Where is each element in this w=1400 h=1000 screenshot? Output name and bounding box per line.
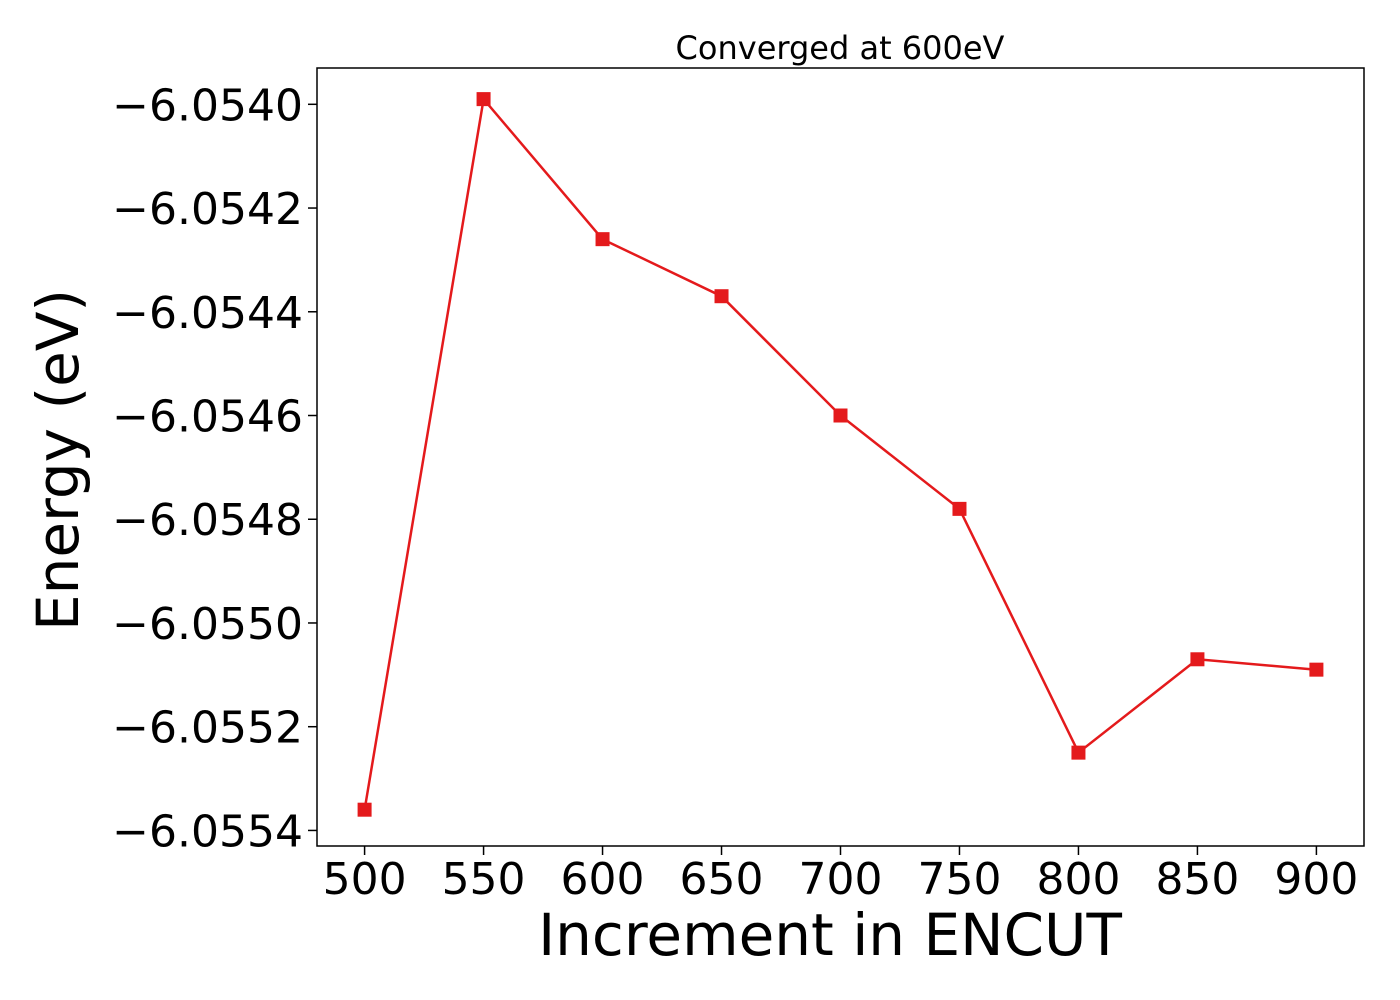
data-point-marker [1190, 652, 1205, 667]
x-tick-label: 750 [917, 854, 1001, 905]
y-tick-label: −6.0542 [112, 184, 303, 235]
x-tick-label: 600 [561, 854, 645, 905]
y-tick-label: −6.0550 [112, 599, 303, 650]
data-point-marker [1071, 745, 1086, 760]
y-tick-label: −6.0548 [112, 495, 303, 546]
data-point-marker [476, 92, 491, 107]
x-tick-label: 650 [680, 854, 764, 905]
chart-title: Converged at 600eV [676, 29, 1005, 67]
y-tick-label: −6.0554 [112, 806, 303, 857]
x-tick-label: 700 [799, 854, 883, 905]
data-point-marker [357, 802, 372, 817]
y-tick-label: −6.0552 [112, 703, 303, 754]
data-point-marker [952, 501, 967, 516]
y-axis: −6.0540 −6.0542 −6.0544 −6.0546 −6.0548 −6.05… [112, 80, 317, 857]
x-tick-label: 800 [1036, 854, 1120, 905]
y-tick-label: −6.0540 [112, 80, 303, 131]
x-tick-label: 500 [323, 854, 407, 905]
x-tick-label: 850 [1155, 854, 1239, 905]
data-point-marker [1309, 662, 1324, 677]
x-axis: 500 550 600 650 700 750 800 850 900 [323, 846, 1358, 905]
data-point-marker [833, 408, 848, 423]
x-axis-label: Increment in ENCUT [538, 901, 1122, 969]
plot-area-frame [316, 67, 1365, 847]
data-point-marker [595, 232, 610, 247]
y-tick-label: −6.0544 [112, 288, 303, 339]
data-point-marker [714, 289, 729, 304]
x-tick-label: 550 [442, 854, 526, 905]
y-axis-label: Energy (eV) [24, 289, 92, 631]
y-tick-label: −6.0546 [112, 392, 303, 443]
x-tick-label: 900 [1274, 854, 1358, 905]
series-layer [357, 92, 1324, 817]
series-line [363, 96, 1317, 810]
